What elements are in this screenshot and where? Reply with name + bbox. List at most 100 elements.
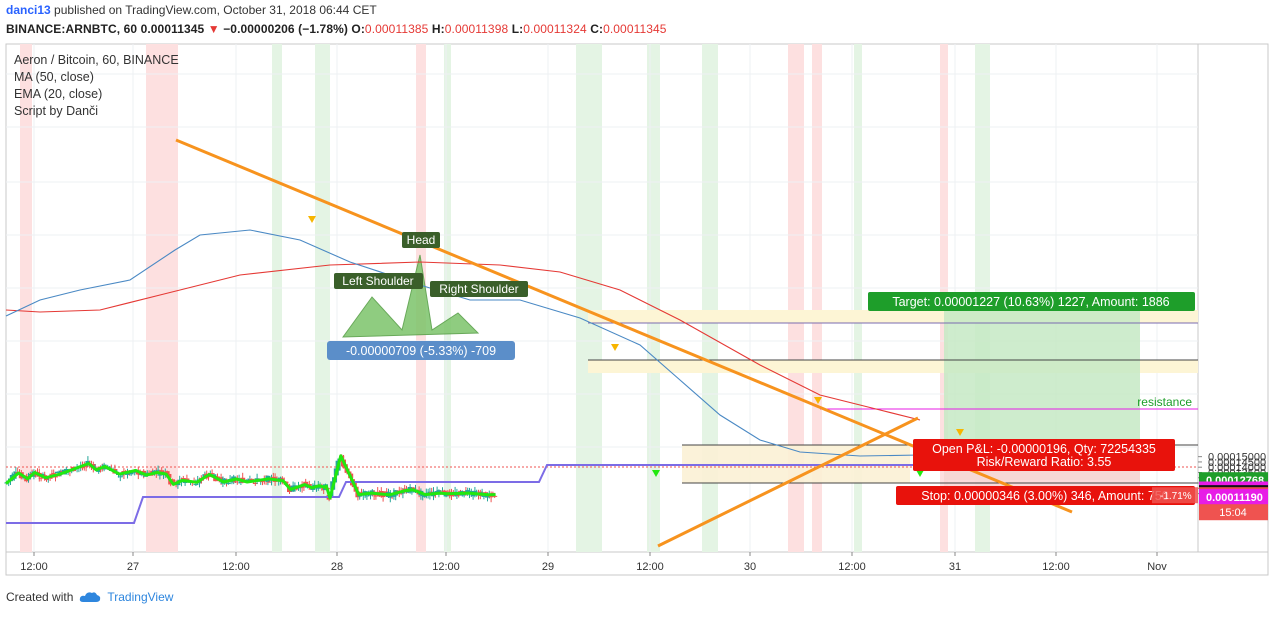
candle-body [225,483,231,485]
price-tick-label: 0.00015000 [1208,452,1266,464]
signal-band [647,44,660,552]
price-label-text: 0.00011190 [1206,492,1263,504]
legend-script[interactable]: Script by Danči [14,104,99,118]
candle-body [359,492,364,494]
chart-svg[interactable]: Head Left Shoulder Right Shoulder -0.000… [0,40,1274,615]
support-step-line [6,464,944,524]
legend-title[interactable]: Aeron / Bitcoin, 60, BINANCE [14,53,179,67]
pivot-marker [916,470,924,477]
signal-band [788,44,804,552]
left-shoulder-label: Left Shoulder [334,273,423,289]
candle-body [182,482,188,484]
low-value: 0.00011324 [523,22,587,36]
percent-stub-text: -1.71% [1160,491,1192,502]
time-tick-label: 12:00 [222,561,250,573]
publish-line: danci13 published on TradingView.com, Oc… [6,3,377,17]
signal-band [272,44,282,552]
price-labels: 0.000127680.000118880.000115410.00011345… [1152,472,1268,521]
candle-body [247,479,253,481]
candle-body [422,496,427,498]
candle-body [409,491,415,493]
signal-band [146,44,178,552]
time-tick-label: 12:00 [1042,561,1070,573]
candle-body [483,492,489,494]
stop-label: Stop: 0.00000346 (3.00%) 346, Amount: 75… [896,486,1195,505]
target-text: Target: 0.00001227 (10.63%) 1227, Amount… [892,295,1169,309]
legend-ma[interactable]: MA (50, close) [14,70,94,84]
signal-band [576,44,602,552]
tradingview-brand[interactable]: TradingView [107,590,174,604]
head-shoulders-fill [341,254,480,338]
candle-body [209,473,215,475]
candle-body [373,495,379,497]
candle-body [306,484,312,486]
low-label: L: [511,22,524,36]
stop-text: Stop: 0.00000346 (3.00%) 346, Amount: 75… [921,489,1168,503]
candle-body [53,476,58,478]
ascending-trendline [657,416,919,548]
candle-body [175,483,181,486]
created-with: Created with [6,590,74,604]
down-arrow-icon: ▼ [207,22,220,36]
candle-body [132,471,138,473]
pivot-marker [956,429,964,436]
pivot-marker [652,470,660,477]
candle-body [193,484,199,486]
time-tick-label: 12:00 [838,561,866,573]
candle-body [279,478,285,480]
measure-label: -0.00000709 (-5.33%) -709 [327,341,515,360]
right-shoulder-text: Right Shoulder [439,282,518,296]
time-axis[interactable]: 12:00 27 12:00 28 12:00 29 12:00 30 12:00 31 12:00… [20,552,1167,573]
percent-stub-box [1152,487,1198,504]
candle-body [159,470,165,473]
candle-body [450,494,456,496]
tradingview-cloud-icon [80,592,101,602]
legend-ema[interactable]: EMA (20, close) [14,87,103,101]
time-tick-label: 12:00 [636,561,664,573]
candle-body [252,482,258,484]
time-tick-label: 27 [127,561,139,573]
candle-body [249,478,255,480]
target-label: Target: 0.00001227 (10.63%) 1227, Amount… [868,292,1195,311]
footer: Created with TradingView [6,590,173,604]
candle-body [456,494,462,496]
candle-body [128,471,134,475]
time-tick-label: 30 [744,561,756,573]
signal-band [444,44,451,552]
price-tick-label: 0.00014500 [1208,457,1266,469]
candle-body [485,495,490,498]
right-shoulder-label: Right Shoulder [430,281,528,297]
left-shoulder-text: Left Shoulder [342,274,413,288]
symbol-line: BINANCE:ARNBTC, 60 [6,22,138,36]
high-label: H: [431,22,445,36]
candle-body [400,492,406,494]
high-value: 0.00011398 [444,22,509,36]
change: −0.00000206 (−1.78%) [223,22,348,36]
open-value: 0.00011385 [364,22,429,36]
time-tick-label: 12:00 [20,561,48,573]
candle-body [267,481,273,483]
rr-text: Risk/Reward Ratio: 3.55 [977,455,1112,469]
countdown-box [1199,504,1268,521]
time-tick-label: 31 [949,561,961,573]
close-value: 0.00011345 [603,22,667,36]
signal-band [812,44,822,552]
chart-pane[interactable]: Head Left Shoulder Right Shoulder -0.000… [0,40,1274,615]
close-label: C: [590,22,604,36]
published-text: published on TradingView.com, October 31… [54,3,377,17]
zigzag-line [5,454,496,500]
time-tick-label: 28 [331,561,343,573]
candle-body [155,469,161,471]
candle-body [407,486,413,490]
publisher-name[interactable]: danci13 [6,3,51,17]
pivot-marker [814,397,822,404]
pivot-marker [308,216,316,223]
open-label: O: [351,22,365,36]
candle-body [125,472,130,475]
candle-body [117,476,123,478]
legend: Aeron / Bitcoin, 60, BINANCE MA (50, clo… [14,52,179,120]
measure-text: -0.00000709 (-5.33%) -709 [346,344,496,358]
signal-band [315,44,330,552]
candle-body [369,490,375,493]
candle-body [83,465,89,468]
